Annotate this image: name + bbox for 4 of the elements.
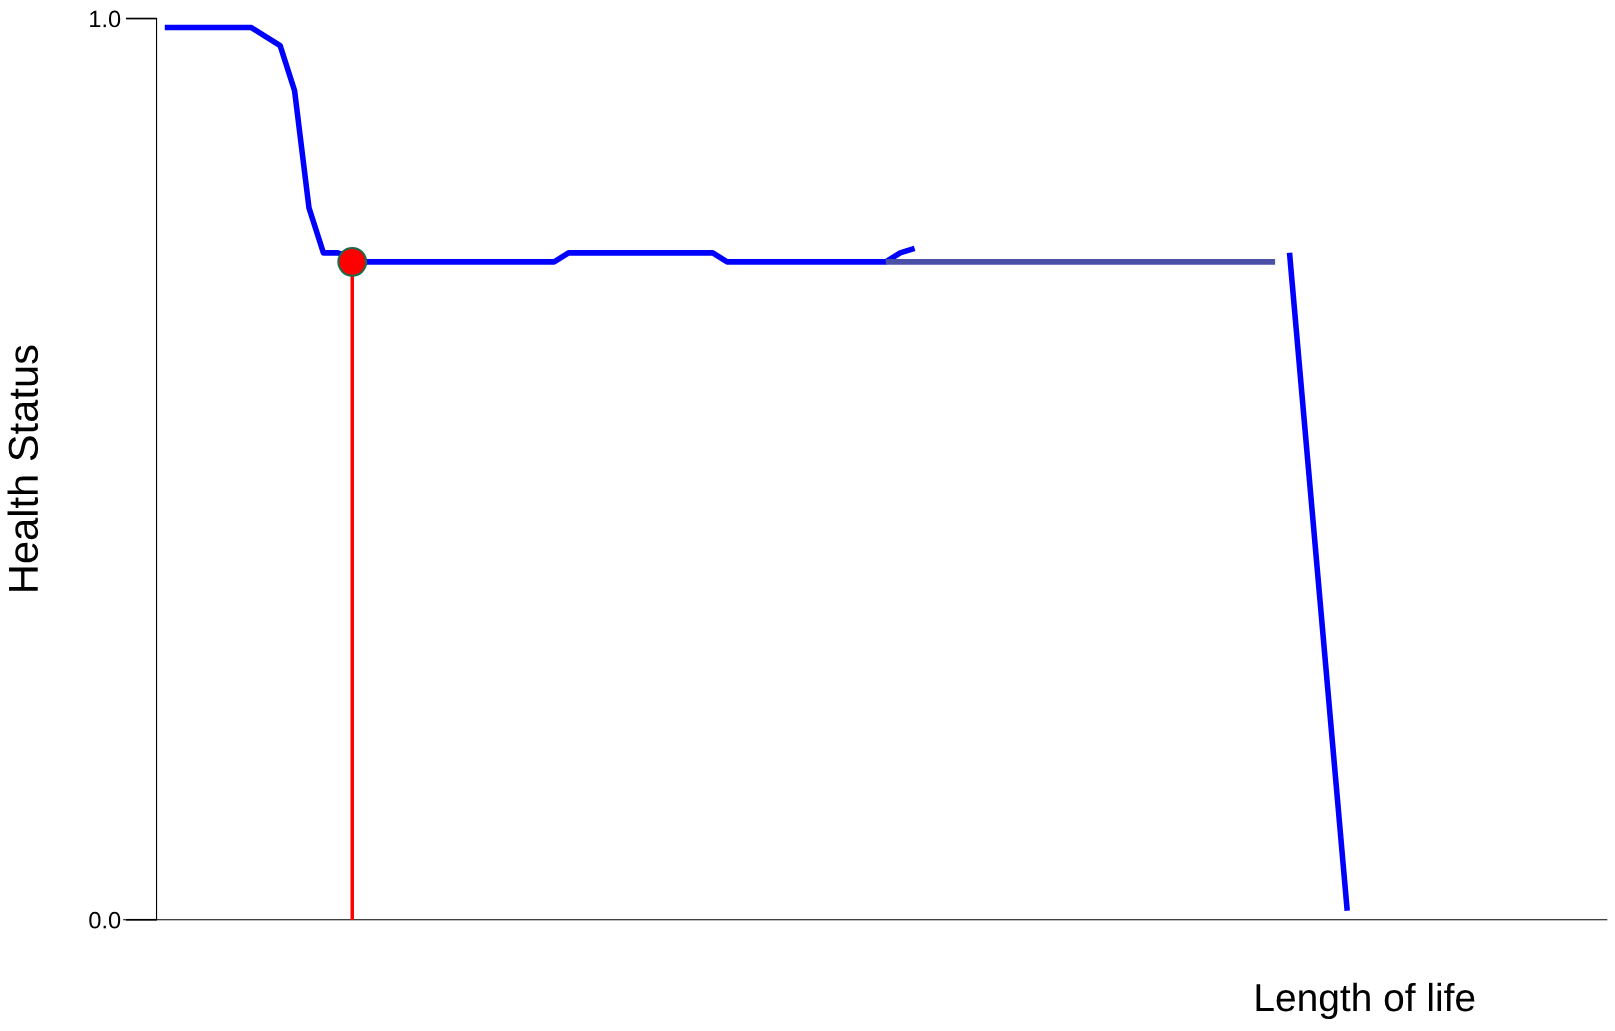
y-axis-title: Health Status bbox=[7, 345, 39, 591]
y-tick-label: 0.0 bbox=[89, 911, 121, 929]
x-axis-title: Length of life bbox=[1256, 982, 1475, 1020]
y-tick-label: 1.0 bbox=[90, 10, 121, 28]
